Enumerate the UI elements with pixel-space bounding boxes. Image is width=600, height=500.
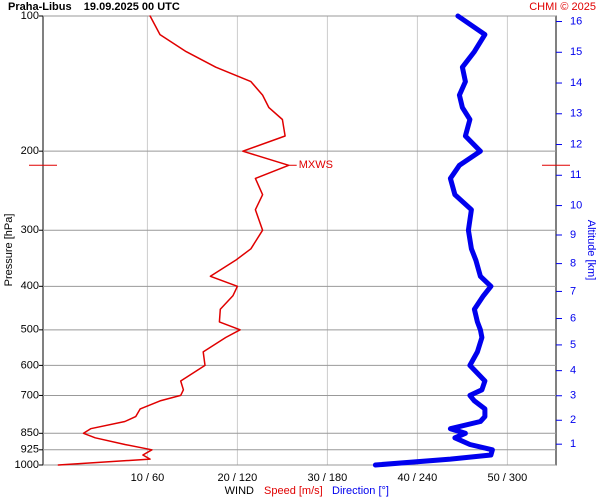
- y2-tick-label: 5: [570, 339, 576, 351]
- y2-tick-label: 3: [570, 390, 576, 402]
- y2-tick-label: 9: [570, 229, 576, 241]
- x-tick-label: 50 / 300: [488, 472, 528, 484]
- y-tick-label: 600: [21, 359, 39, 371]
- x-tick-label: 30 / 180: [308, 472, 348, 484]
- y2-tick-label: 15: [570, 46, 582, 58]
- y2-tick-label: 4: [570, 365, 576, 377]
- chart-title: Praha-Libus 19.09.2025 00 UTC: [8, 1, 180, 13]
- y2-tick-label: 10: [570, 199, 582, 211]
- y2-tick-label: 16: [570, 15, 582, 27]
- series-line: [372, 13, 495, 468]
- series-line: [57, 15, 290, 466]
- y-tick-label: 1000: [15, 459, 39, 471]
- y2-tick-label: 14: [570, 77, 582, 89]
- y2-axis-label: Altitude [km]: [585, 220, 597, 281]
- y2-tick-label: 13: [570, 108, 582, 120]
- legend-speed: Speed [m/s]: [264, 485, 323, 497]
- y2-tick-label: 1: [570, 438, 576, 450]
- plot-frame: [42, 15, 557, 466]
- y-tick-label: 700: [21, 389, 39, 401]
- y-tick-label: 300: [21, 224, 39, 236]
- y2-tick-label: 6: [570, 312, 576, 324]
- y2-tick-label: 8: [570, 258, 576, 270]
- y-tick-label: 200: [21, 145, 39, 157]
- annotation: MXWS: [299, 159, 333, 171]
- legend-direction: Direction [°]: [332, 485, 389, 497]
- x-tick-label: 20 / 120: [218, 472, 258, 484]
- x-tick-label: 10 / 60: [131, 472, 165, 484]
- x-tick-label: 40 / 240: [398, 472, 438, 484]
- y-tick-label: 850: [21, 427, 39, 439]
- y-tick-label: 925: [21, 444, 39, 456]
- y2-tick-label: 2: [570, 414, 576, 426]
- credit: CHMI © 2025: [529, 1, 596, 13]
- y-tick-label: 500: [21, 324, 39, 336]
- y2-tick-label: 11: [570, 169, 581, 181]
- y-tick-label: 100: [21, 10, 39, 22]
- x-axis-label: WIND: [225, 485, 254, 497]
- y2-tick-label: 7: [570, 285, 576, 297]
- y-axis-label: Pressure [hPa]: [3, 214, 15, 287]
- y2-tick-label: 12: [570, 138, 582, 150]
- y-tick-label: 400: [21, 280, 39, 292]
